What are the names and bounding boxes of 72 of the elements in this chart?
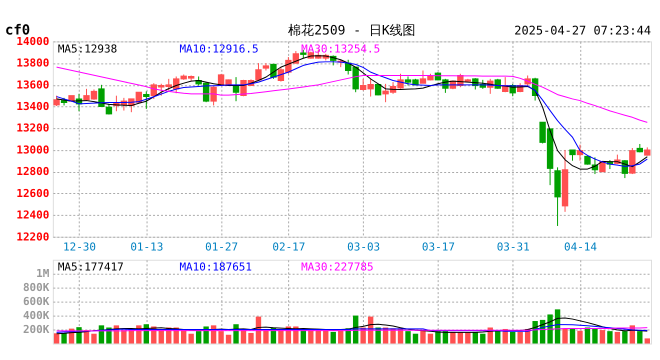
line-series <box>56 66 648 123</box>
text: 2025-04-27 07:23:44 <box>514 23 652 38</box>
bar <box>450 332 456 344</box>
bar <box>472 332 478 344</box>
y-tick-label: 13800 <box>16 56 50 70</box>
bar <box>352 316 358 344</box>
bar <box>368 316 374 344</box>
bar <box>316 330 321 344</box>
bar <box>91 334 97 344</box>
bar <box>465 332 471 344</box>
bar <box>600 330 606 344</box>
bar <box>637 331 643 344</box>
bar <box>248 332 254 344</box>
y-tick-label: 13600 <box>16 78 50 92</box>
bar <box>577 330 583 344</box>
series-label: MA30:13254.5 <box>301 42 380 56</box>
text: MA10:12916.5 <box>179 42 259 56</box>
y-tick-label: 13400 <box>16 100 50 114</box>
bar <box>323 330 328 344</box>
y-tick-label: 12600 <box>16 186 50 200</box>
x-tick-label: 01-27 <box>205 240 238 254</box>
y-tick-label: 400K <box>22 309 50 322</box>
y-tick-label: 12200 <box>16 230 50 244</box>
bar <box>607 331 613 344</box>
y-tick-label: 13200 <box>16 122 50 135</box>
bar <box>644 338 650 344</box>
bar <box>570 328 576 344</box>
bar <box>226 334 232 344</box>
y-tick-label: 200K <box>22 323 50 336</box>
y-tick-label: 12400 <box>16 208 50 222</box>
y-tick-label: 13000 <box>16 143 50 156</box>
y-tick-label: 1M <box>36 267 50 280</box>
bar <box>510 332 516 344</box>
bar <box>428 334 434 344</box>
bar <box>614 332 620 344</box>
bar <box>412 334 418 344</box>
bar <box>218 331 224 344</box>
bar <box>308 330 314 344</box>
line-series <box>56 324 648 333</box>
text: MA5:12938 <box>58 42 118 56</box>
bar <box>121 330 127 344</box>
x-tick-label: 03-17 <box>422 240 455 254</box>
x-tick-label: 02-17 <box>272 240 306 254</box>
x-tick-label: 03-31 <box>496 240 530 254</box>
bar <box>517 332 523 344</box>
bar <box>622 331 628 344</box>
bar <box>196 331 202 344</box>
x-tick-label: 04-14 <box>564 240 598 254</box>
bar <box>435 331 441 344</box>
bar <box>554 309 560 344</box>
bar <box>442 331 448 344</box>
text: MA10:187651 <box>179 260 252 274</box>
chart-title: 棉花2509 - 日K线图 <box>288 23 416 38</box>
x-tick-label: 12-30 <box>63 240 96 254</box>
bar <box>158 330 164 344</box>
y-tick-label: 800K <box>22 281 50 294</box>
bar <box>458 332 464 344</box>
bar <box>592 328 598 344</box>
bar <box>338 330 344 344</box>
text: MA5:177417 <box>58 260 124 274</box>
bar <box>188 334 194 344</box>
bar <box>54 333 60 344</box>
bar <box>405 331 411 344</box>
y-tick-label: 12800 <box>16 165 50 178</box>
x-tick-label: 03-03 <box>347 240 380 254</box>
text: MA30:227785 <box>301 260 374 274</box>
bar <box>562 328 568 344</box>
x-tick-label: 01-13 <box>130 240 164 254</box>
y-tick-label: 600K <box>22 295 50 308</box>
bar <box>181 330 186 344</box>
bar <box>480 334 486 344</box>
bar <box>330 332 336 344</box>
